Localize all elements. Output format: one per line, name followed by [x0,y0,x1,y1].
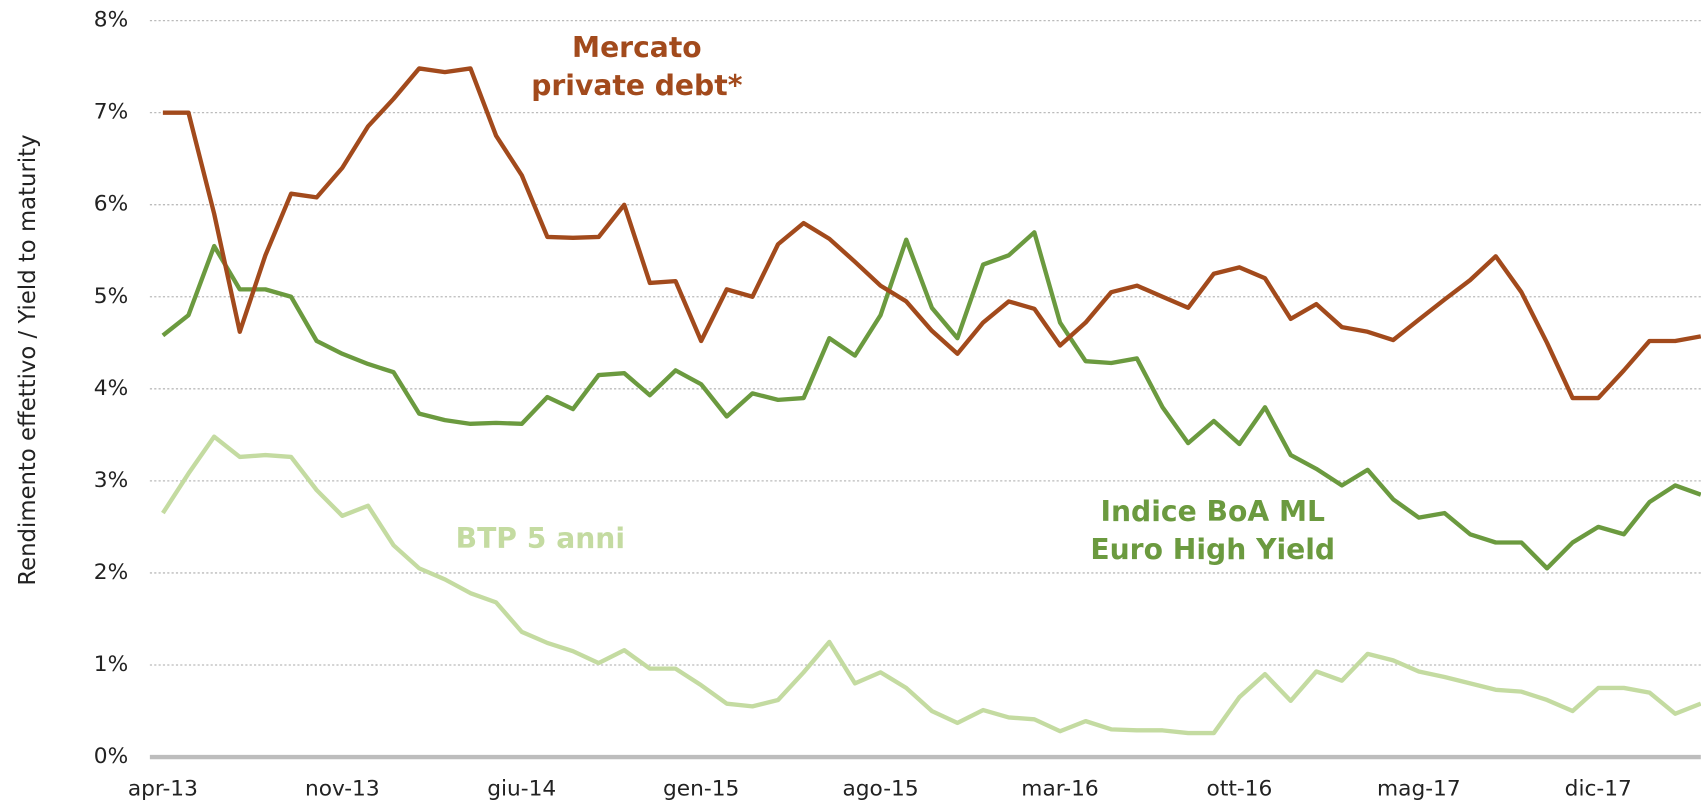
y-axis-label: Rendimento effettivo / Yield to maturity [15,134,41,585]
x-tick-label: ott-16 [1207,777,1273,802]
y-tick-label: 4% [94,376,128,401]
x-tick-label: gen-15 [663,777,739,802]
series-label: Mercato [572,31,702,64]
y-tick-label: 0% [94,744,128,769]
x-tick-label: giu-14 [487,777,556,802]
y-tick-label: 6% [94,192,128,217]
series-line [162,66,1701,401]
series-label: Indice BoA ML [1100,495,1325,528]
x-tick-label: apr-13 [128,777,198,802]
x-tick-label: mar-16 [1021,777,1098,802]
y-tick-label: 1% [94,652,128,677]
y-tick-label: 8% [94,8,128,33]
y-tick-label: 2% [94,560,128,585]
x-tick-label: dic-17 [1565,777,1632,802]
y-tick-label: 5% [94,284,128,309]
series-label: Euro High Yield [1090,533,1335,566]
series-label: private debt* [531,69,742,102]
x-tick-label: nov-13 [305,777,380,802]
series-line [161,434,1701,736]
series-label: BTP 5 anni [456,522,625,555]
y-tick-label: 7% [94,100,128,125]
series-line [161,230,1701,571]
x-tick-label: ago-15 [843,777,919,802]
y-tick-label: 3% [94,468,128,493]
x-tick-label: mag-17 [1377,777,1461,802]
